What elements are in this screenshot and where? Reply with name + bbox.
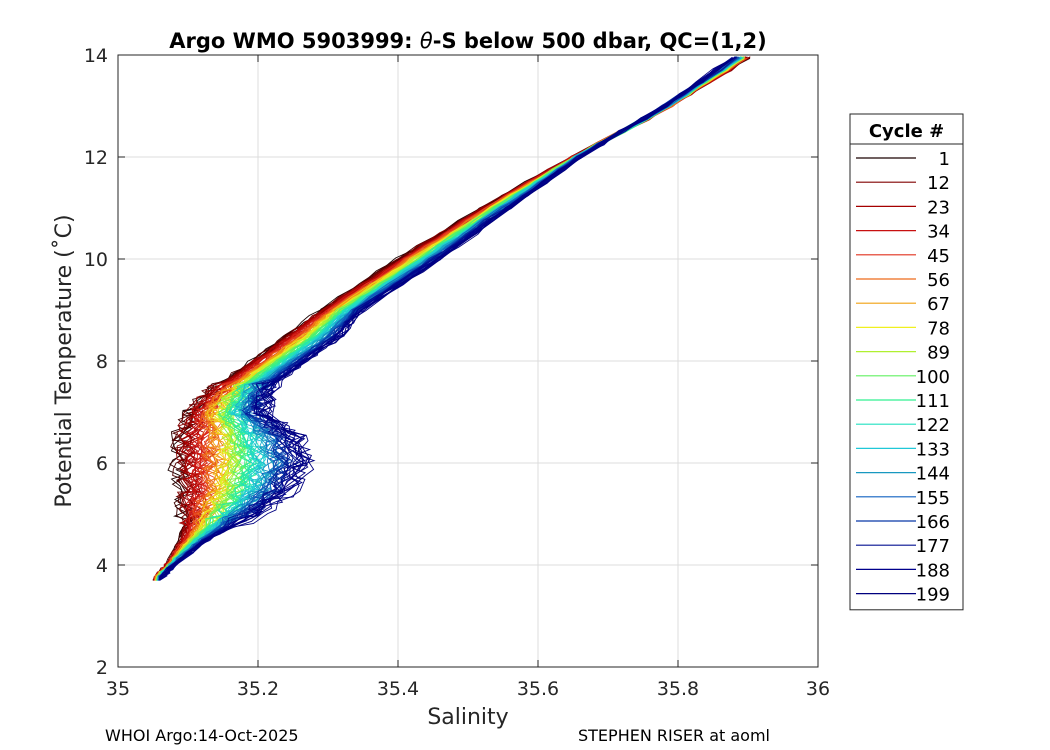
legend-entry-label: 166 <box>916 512 950 533</box>
legend-title: Cycle # <box>869 121 944 142</box>
profile-line <box>159 57 734 581</box>
y-axis-label: Potential Temperature (˚C) <box>52 214 77 507</box>
profile-line <box>155 57 742 581</box>
x-tick-label: 35.2 <box>237 678 279 700</box>
grid <box>118 55 818 667</box>
legend-entry-label: 12 <box>927 173 950 194</box>
x-tick-label: 35 <box>106 678 130 700</box>
tick-labels: 35 35.2 35.4 35.6 35.8 36 2 4 6 8 10 12 14 <box>84 45 830 700</box>
profile-line <box>153 56 744 581</box>
legend: Cycle # 1 12 23 34 45 56 67 78 89 100 111 122 133 144 1… <box>849 113 964 611</box>
footer-date: WHOI Argo:14-Oct-2025 <box>105 726 299 745</box>
y-tick-label: 6 <box>96 453 108 475</box>
y-tick-label: 12 <box>84 147 108 169</box>
legend-entry-label: 177 <box>916 536 950 557</box>
legend-entry-label: 34 <box>927 222 950 243</box>
legend-entry-label: 78 <box>927 318 950 339</box>
legend-entry-label: 1 <box>939 149 950 170</box>
legend-entry-label: 199 <box>916 585 950 606</box>
x-tick-label: 35.6 <box>517 678 559 700</box>
x-tick-label: 35.4 <box>377 678 419 700</box>
footer-operator: STEPHEN RISER at aoml <box>578 726 770 745</box>
legend-entry-label: 122 <box>916 415 950 436</box>
title-prefix: Argo WMO 5903999: <box>169 29 420 53</box>
legend-box <box>849 113 964 611</box>
legend-entry-label: 89 <box>927 343 950 364</box>
y-tick-label: 14 <box>84 45 108 67</box>
legend-entry-label: 188 <box>916 560 950 581</box>
legend-entry-label: 111 <box>916 391 950 412</box>
legend-entry-label: 155 <box>916 488 950 509</box>
legend-entry-label: 45 <box>927 246 950 267</box>
profile-line <box>159 57 734 581</box>
legend-entry-label: 144 <box>916 464 950 485</box>
x-tick-label: 36 <box>806 678 830 700</box>
title-theta: θ <box>420 29 433 53</box>
y-tick-label: 8 <box>96 351 108 373</box>
profile-line <box>159 57 734 581</box>
legend-entry-label: 23 <box>927 197 950 218</box>
legend-entry-label: 56 <box>927 270 950 291</box>
y-tick-label: 4 <box>96 555 108 577</box>
legend-entry-label: 100 <box>916 367 950 388</box>
plot-area <box>152 56 751 581</box>
y-tick-label: 2 <box>96 657 108 679</box>
legend-entry-label: 133 <box>916 439 950 460</box>
chart-title: Argo WMO 5903999: θ-S below 500 dbar, QC… <box>169 29 766 53</box>
y-tick-label: 10 <box>84 249 108 271</box>
profile-line <box>157 57 741 581</box>
legend-entry-label: 67 <box>927 294 950 315</box>
x-tick-label: 35.8 <box>657 678 699 700</box>
x-axis-label: Salinity <box>427 705 508 730</box>
title-suffix: -S below 500 dbar, QC=(1,2) <box>433 29 767 53</box>
